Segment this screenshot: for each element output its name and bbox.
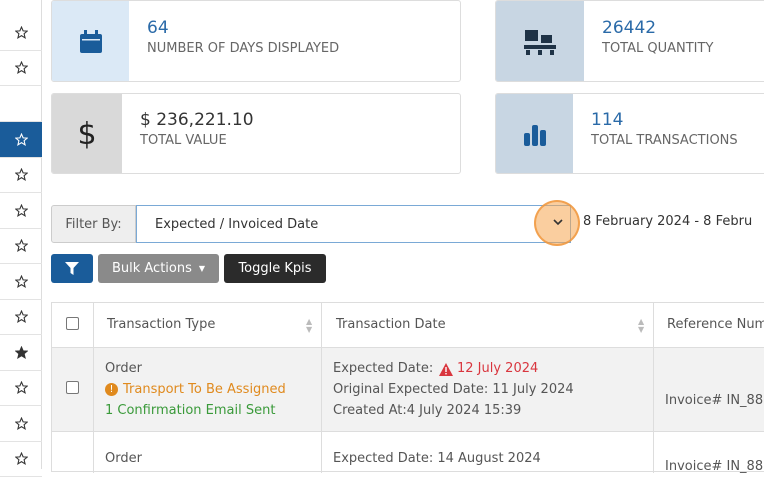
row-expected-label: Expected Date: bbox=[333, 361, 434, 376]
favorite-star[interactable] bbox=[0, 193, 42, 229]
date-range[interactable]: 8 February 2024 - 8 Febru bbox=[583, 214, 753, 229]
kpi-card: 26442 TOTAL QUANTITY bbox=[495, 0, 764, 82]
kpi-icon bbox=[52, 1, 129, 81]
favorite-star[interactable] bbox=[0, 335, 42, 371]
kpi-card: 64 NUMBER OF DAYS DISPLAYED bbox=[51, 0, 461, 82]
favorite-star[interactable] bbox=[0, 406, 42, 442]
kpi-value: $ 236,221.10 bbox=[140, 110, 254, 130]
chevron bbox=[553, 219, 563, 226]
table: Transaction Type ▲ ▼ Transaction Date ▲ ▼ … bbox=[51, 302, 764, 474]
row-expected: Expected Date: 14 August 2024 bbox=[333, 451, 541, 466]
checkbox[interactable] bbox=[66, 317, 79, 330]
row-status: Transport To Be Assigned bbox=[123, 382, 286, 397]
row-reference: Invoice# IN_88 bbox=[665, 393, 764, 408]
favorite-star[interactable] bbox=[0, 157, 42, 193]
favorite-star[interactable] bbox=[0, 122, 42, 158]
favorite-star[interactable] bbox=[0, 15, 42, 51]
filter-select[interactable]: Expected / Invoiced Date bbox=[136, 205, 571, 243]
kpi-label: TOTAL VALUE bbox=[140, 133, 227, 148]
kpi-label: TOTAL QUANTITY bbox=[602, 41, 714, 56]
table-row bbox=[52, 347, 764, 432]
caret: ▼ bbox=[198, 264, 206, 273]
button-text: Bulk Actions bbox=[111, 261, 192, 276]
click-highlight bbox=[534, 200, 580, 246]
kpi-value: 26442 bbox=[602, 18, 657, 38]
sidebar-row bbox=[0, 86, 42, 122]
favorite-star[interactable] bbox=[0, 299, 42, 335]
kpi-icon bbox=[496, 1, 584, 81]
kpi-value: 64 bbox=[147, 18, 169, 38]
kpi-label: NUMBER OF DAYS DISPLAYED bbox=[147, 41, 340, 56]
sort-icon: ▲ ▼ bbox=[638, 317, 645, 334]
filter-button[interactable] bbox=[51, 254, 93, 283]
sidebar bbox=[0, 0, 42, 477]
kpi-icon bbox=[496, 94, 573, 173]
kpi-card: 114 TOTAL TRANSACTIONS bbox=[495, 93, 764, 174]
favorite-star[interactable] bbox=[0, 264, 42, 300]
favorite-star[interactable] bbox=[0, 50, 42, 86]
kpi-label: TOTAL TRANSACTIONS bbox=[591, 133, 738, 148]
kpi-value: 114 bbox=[591, 110, 624, 130]
row-type: Order bbox=[105, 361, 142, 376]
row-expected: 12 July 2024 bbox=[457, 361, 539, 376]
alert-icon bbox=[439, 363, 453, 376]
favorite-star[interactable] bbox=[0, 441, 42, 477]
favorite-star[interactable] bbox=[0, 228, 42, 264]
warning-icon: ! bbox=[105, 383, 118, 396]
row-email: 1 Confirmation Email Sent bbox=[105, 403, 276, 418]
bulk-actions-button[interactable]: Bulk Actions ▼ bbox=[98, 254, 219, 283]
column-header[interactable]: Transaction Date bbox=[336, 317, 446, 332]
row-original: Original Expected Date: 11 July 2024 bbox=[333, 382, 574, 397]
sort-icon: ▲ ▼ bbox=[306, 317, 313, 334]
column-header[interactable]: Reference Num bbox=[667, 317, 764, 332]
row-created: Created At:4 July 2024 15:39 bbox=[333, 403, 522, 418]
column-header[interactable]: Transaction Type bbox=[107, 317, 216, 332]
row-reference: Invoice# IN_88 bbox=[665, 459, 764, 474]
filter-label: Filter By: bbox=[51, 205, 136, 243]
kpi-card: $ $ 236,221.10 TOTAL VALUE bbox=[51, 93, 461, 174]
toggle-kpis-button[interactable]: Toggle Kpis bbox=[224, 254, 326, 283]
favorite-star[interactable] bbox=[0, 370, 42, 406]
row-type: Order bbox=[105, 451, 142, 466]
kpi-icon: $ bbox=[52, 94, 122, 173]
checkbox[interactable] bbox=[66, 381, 79, 394]
